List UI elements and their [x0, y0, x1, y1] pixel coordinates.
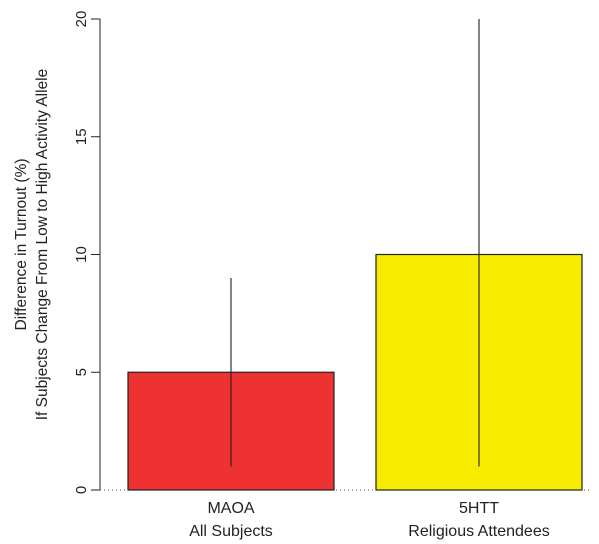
x-axis-labels: MAOA All Subjects 5HTT Religious Attendees: [189, 500, 550, 540]
y-tick-label: 20: [73, 11, 90, 28]
y-axis-label-line1: Difference in Turnout (%): [13, 158, 30, 330]
y-axis-label: Difference in Turnout (%) If Subjects Cha…: [13, 69, 51, 421]
x-tick-label: MAOA: [207, 500, 254, 517]
y-axis-label-line2: If Subjects Change From Low to High Acti…: [34, 69, 51, 421]
x-tick-label: 5HTT: [459, 500, 499, 517]
x-tick-sublabel: Religious Attendees: [408, 523, 549, 540]
y-tick-label: 15: [73, 128, 90, 145]
bars: [127, 253, 583, 491]
y-tick-label: 10: [73, 246, 90, 263]
y-axis-ticks: 0 5 10 15 20: [73, 11, 100, 494]
x-tick-sublabel: All Subjects: [189, 523, 273, 540]
y-tick-label: 0: [73, 486, 90, 494]
y-tick-label: 5: [73, 368, 90, 376]
error-bars: [230, 19, 480, 467]
